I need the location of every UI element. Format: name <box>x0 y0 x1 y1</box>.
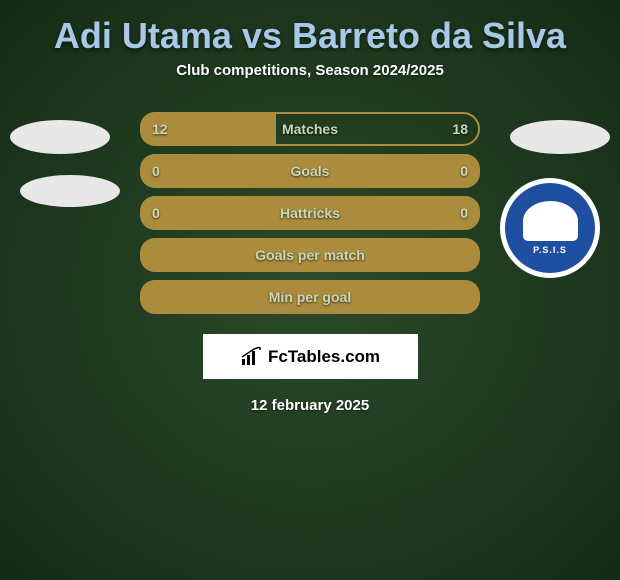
brand-footer: FcTables.com <box>203 334 418 379</box>
brand-text: FcTables.com <box>268 347 380 367</box>
date-text: 12 february 2025 <box>0 397 620 414</box>
stat-value-right: 18 <box>452 112 468 146</box>
stat-label: Min per goal <box>140 280 480 314</box>
stat-row: 0Hattricks0 <box>140 196 480 230</box>
stat-value-right: 0 <box>460 196 468 230</box>
stat-row: Goals per match <box>140 238 480 272</box>
stat-label: Goals <box>140 154 480 188</box>
stat-row: Min per goal <box>140 280 480 314</box>
player-left-badge-1 <box>10 120 110 154</box>
stat-value-right: 0 <box>460 154 468 188</box>
stat-label: Goals per match <box>140 238 480 272</box>
comparison-title: Adi Utama vs Barreto da Silva <box>0 0 620 62</box>
club-logo: P.S.I.S <box>505 183 595 273</box>
player-left-badge-2 <box>20 175 120 207</box>
player-right-badge-1 <box>510 120 610 154</box>
stat-label: Hattricks <box>140 196 480 230</box>
comparison-subtitle: Club competitions, Season 2024/2025 <box>0 62 620 104</box>
stat-row: 12Matches18 <box>140 112 480 146</box>
chart-icon <box>240 347 264 367</box>
player-right-club-badge: P.S.I.S <box>500 178 600 278</box>
club-logo-text: P.S.I.S <box>533 245 567 255</box>
stat-row: 0Goals0 <box>140 154 480 188</box>
stat-label: Matches <box>140 112 480 146</box>
